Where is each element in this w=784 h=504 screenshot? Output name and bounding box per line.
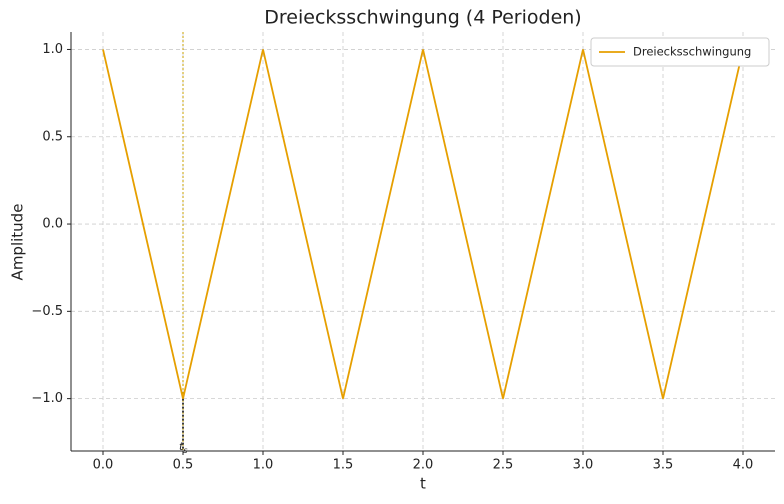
- x-tick-label: 2.5: [493, 458, 514, 473]
- x-axis-label: t: [420, 475, 426, 493]
- annotation-label: ts: [179, 440, 188, 455]
- x-tick-label: 1.5: [333, 458, 354, 473]
- x-tick-label: 3.5: [653, 458, 674, 473]
- y-tick-label: 0.0: [42, 217, 63, 232]
- y-tick-label: 1.0: [42, 42, 63, 57]
- line: [102, 49, 744, 399]
- x-tick-label: 1.0: [253, 458, 274, 473]
- y-tick-label: −0.5: [31, 304, 63, 319]
- x-tick-label: 3.0: [573, 458, 594, 473]
- annotation-subscript: s: [183, 446, 187, 455]
- y-tick-label: −1.0: [31, 391, 63, 406]
- chart-title: Dreiecksschwingung (4 Perioden): [264, 7, 581, 29]
- legend-box: [590, 37, 770, 67]
- legend-label: Dreiecksschwingung: [633, 45, 751, 59]
- y-axis-label: Amplitude: [9, 204, 27, 281]
- annotation-text: t: [179, 440, 184, 453]
- x-tick-label: 0.5: [173, 458, 194, 473]
- y-tick-label: 0.5: [42, 129, 63, 144]
- x-tick-label: 4.0: [733, 458, 754, 473]
- x-tick-label: 2.0: [413, 458, 434, 473]
- x-tick-label: 0.0: [93, 458, 114, 473]
